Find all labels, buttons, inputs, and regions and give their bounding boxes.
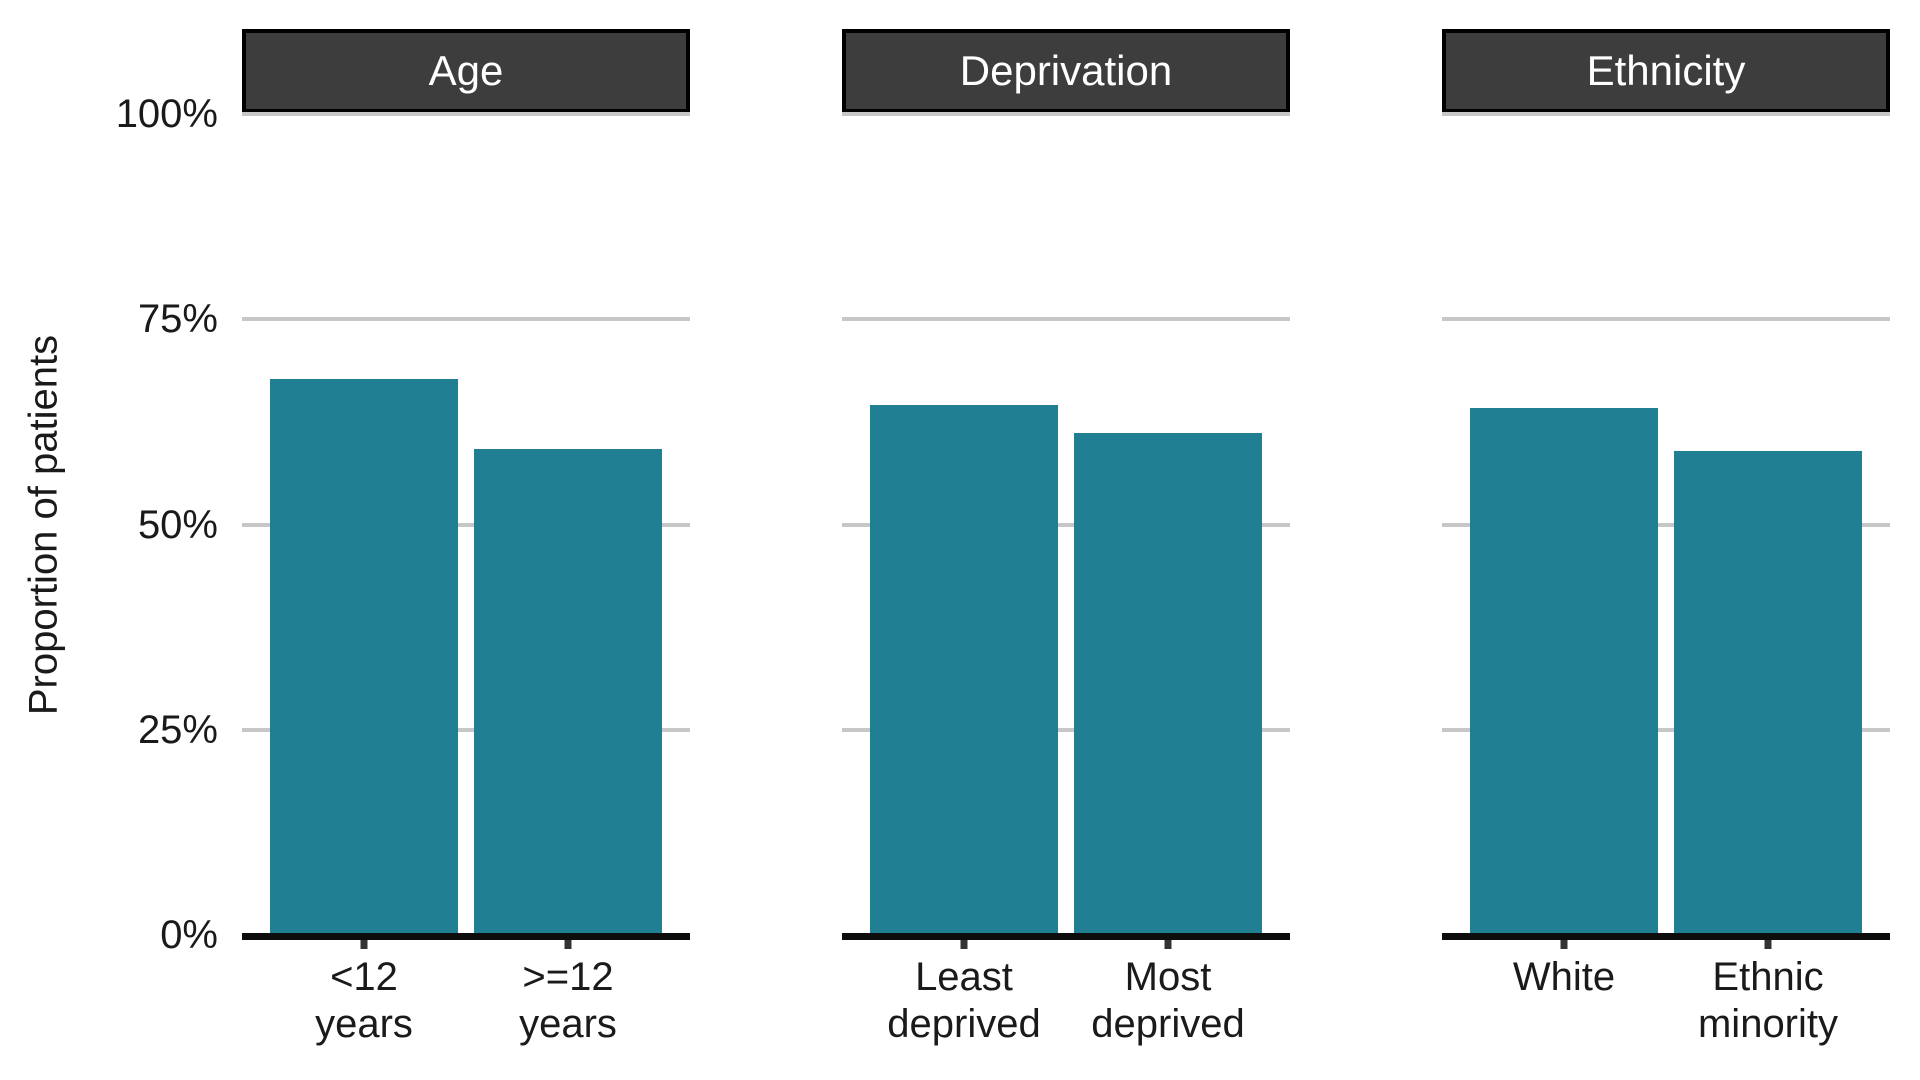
facet-strip-label: Age <box>428 47 504 94</box>
x-tick-mark <box>360 940 368 949</box>
x-tick-mark <box>564 940 572 949</box>
gridline <box>1442 727 1890 732</box>
x-tick-mark <box>1764 940 1772 949</box>
facet-strip-label: Deprivation <box>959 47 1173 94</box>
facet-panel: Deprivation Least deprived Most deprived <box>842 0 1290 1080</box>
gridline <box>242 522 690 527</box>
gridline <box>1442 112 1890 116</box>
x-axis-line <box>1442 933 1890 940</box>
gridline <box>842 112 1290 116</box>
gridline <box>242 317 690 322</box>
x-tick-mark <box>960 940 968 949</box>
gridline <box>1442 522 1890 527</box>
y-tick-label: 0% <box>160 913 218 957</box>
y-tick-label: 25% <box>137 707 218 752</box>
gridline <box>242 112 690 116</box>
facet-panel: Ethnicity White Ethnic minority <box>1442 0 1890 1080</box>
x-axis-line <box>842 933 1290 940</box>
gridline <box>842 727 1290 732</box>
x-category-label: Ethnic minority <box>1697 955 1839 1046</box>
bar-age-1 <box>474 449 662 933</box>
x-category-label: Most deprived <box>1091 955 1245 1046</box>
gridline <box>242 727 690 732</box>
gridline <box>842 522 1290 527</box>
x-axis-line <box>242 933 690 940</box>
facet-strip-label: Ethnicity <box>1586 47 1746 94</box>
facet-panel: Age <12 years >=12 years <box>242 0 690 1080</box>
facet-strip-header: Ethnicity <box>1442 29 1890 113</box>
gridline <box>842 317 1290 322</box>
y-tick-label: 50% <box>137 502 218 547</box>
facet-strip-header: Age <box>242 29 690 113</box>
facet-strip-header: Deprivation <box>842 29 1290 113</box>
bar-deprivation-1 <box>1074 433 1262 933</box>
y-tick-label: 75% <box>137 297 218 342</box>
bar-deprivation-0 <box>870 405 1058 933</box>
x-category-label: <12 years <box>315 955 413 1046</box>
x-category-label: Least deprived <box>887 955 1041 1046</box>
y-tick-label: 100% <box>115 92 218 136</box>
gridline <box>1442 317 1890 322</box>
bar-ethnicity-0 <box>1470 408 1658 933</box>
bar-ethnicity-1 <box>1674 451 1862 933</box>
bar-age-0 <box>270 379 458 933</box>
x-category-label: White <box>1512 955 1616 999</box>
x-category-label: >=12 years <box>519 955 617 1046</box>
x-tick-mark <box>1560 940 1568 949</box>
x-tick-mark <box>1164 940 1172 949</box>
